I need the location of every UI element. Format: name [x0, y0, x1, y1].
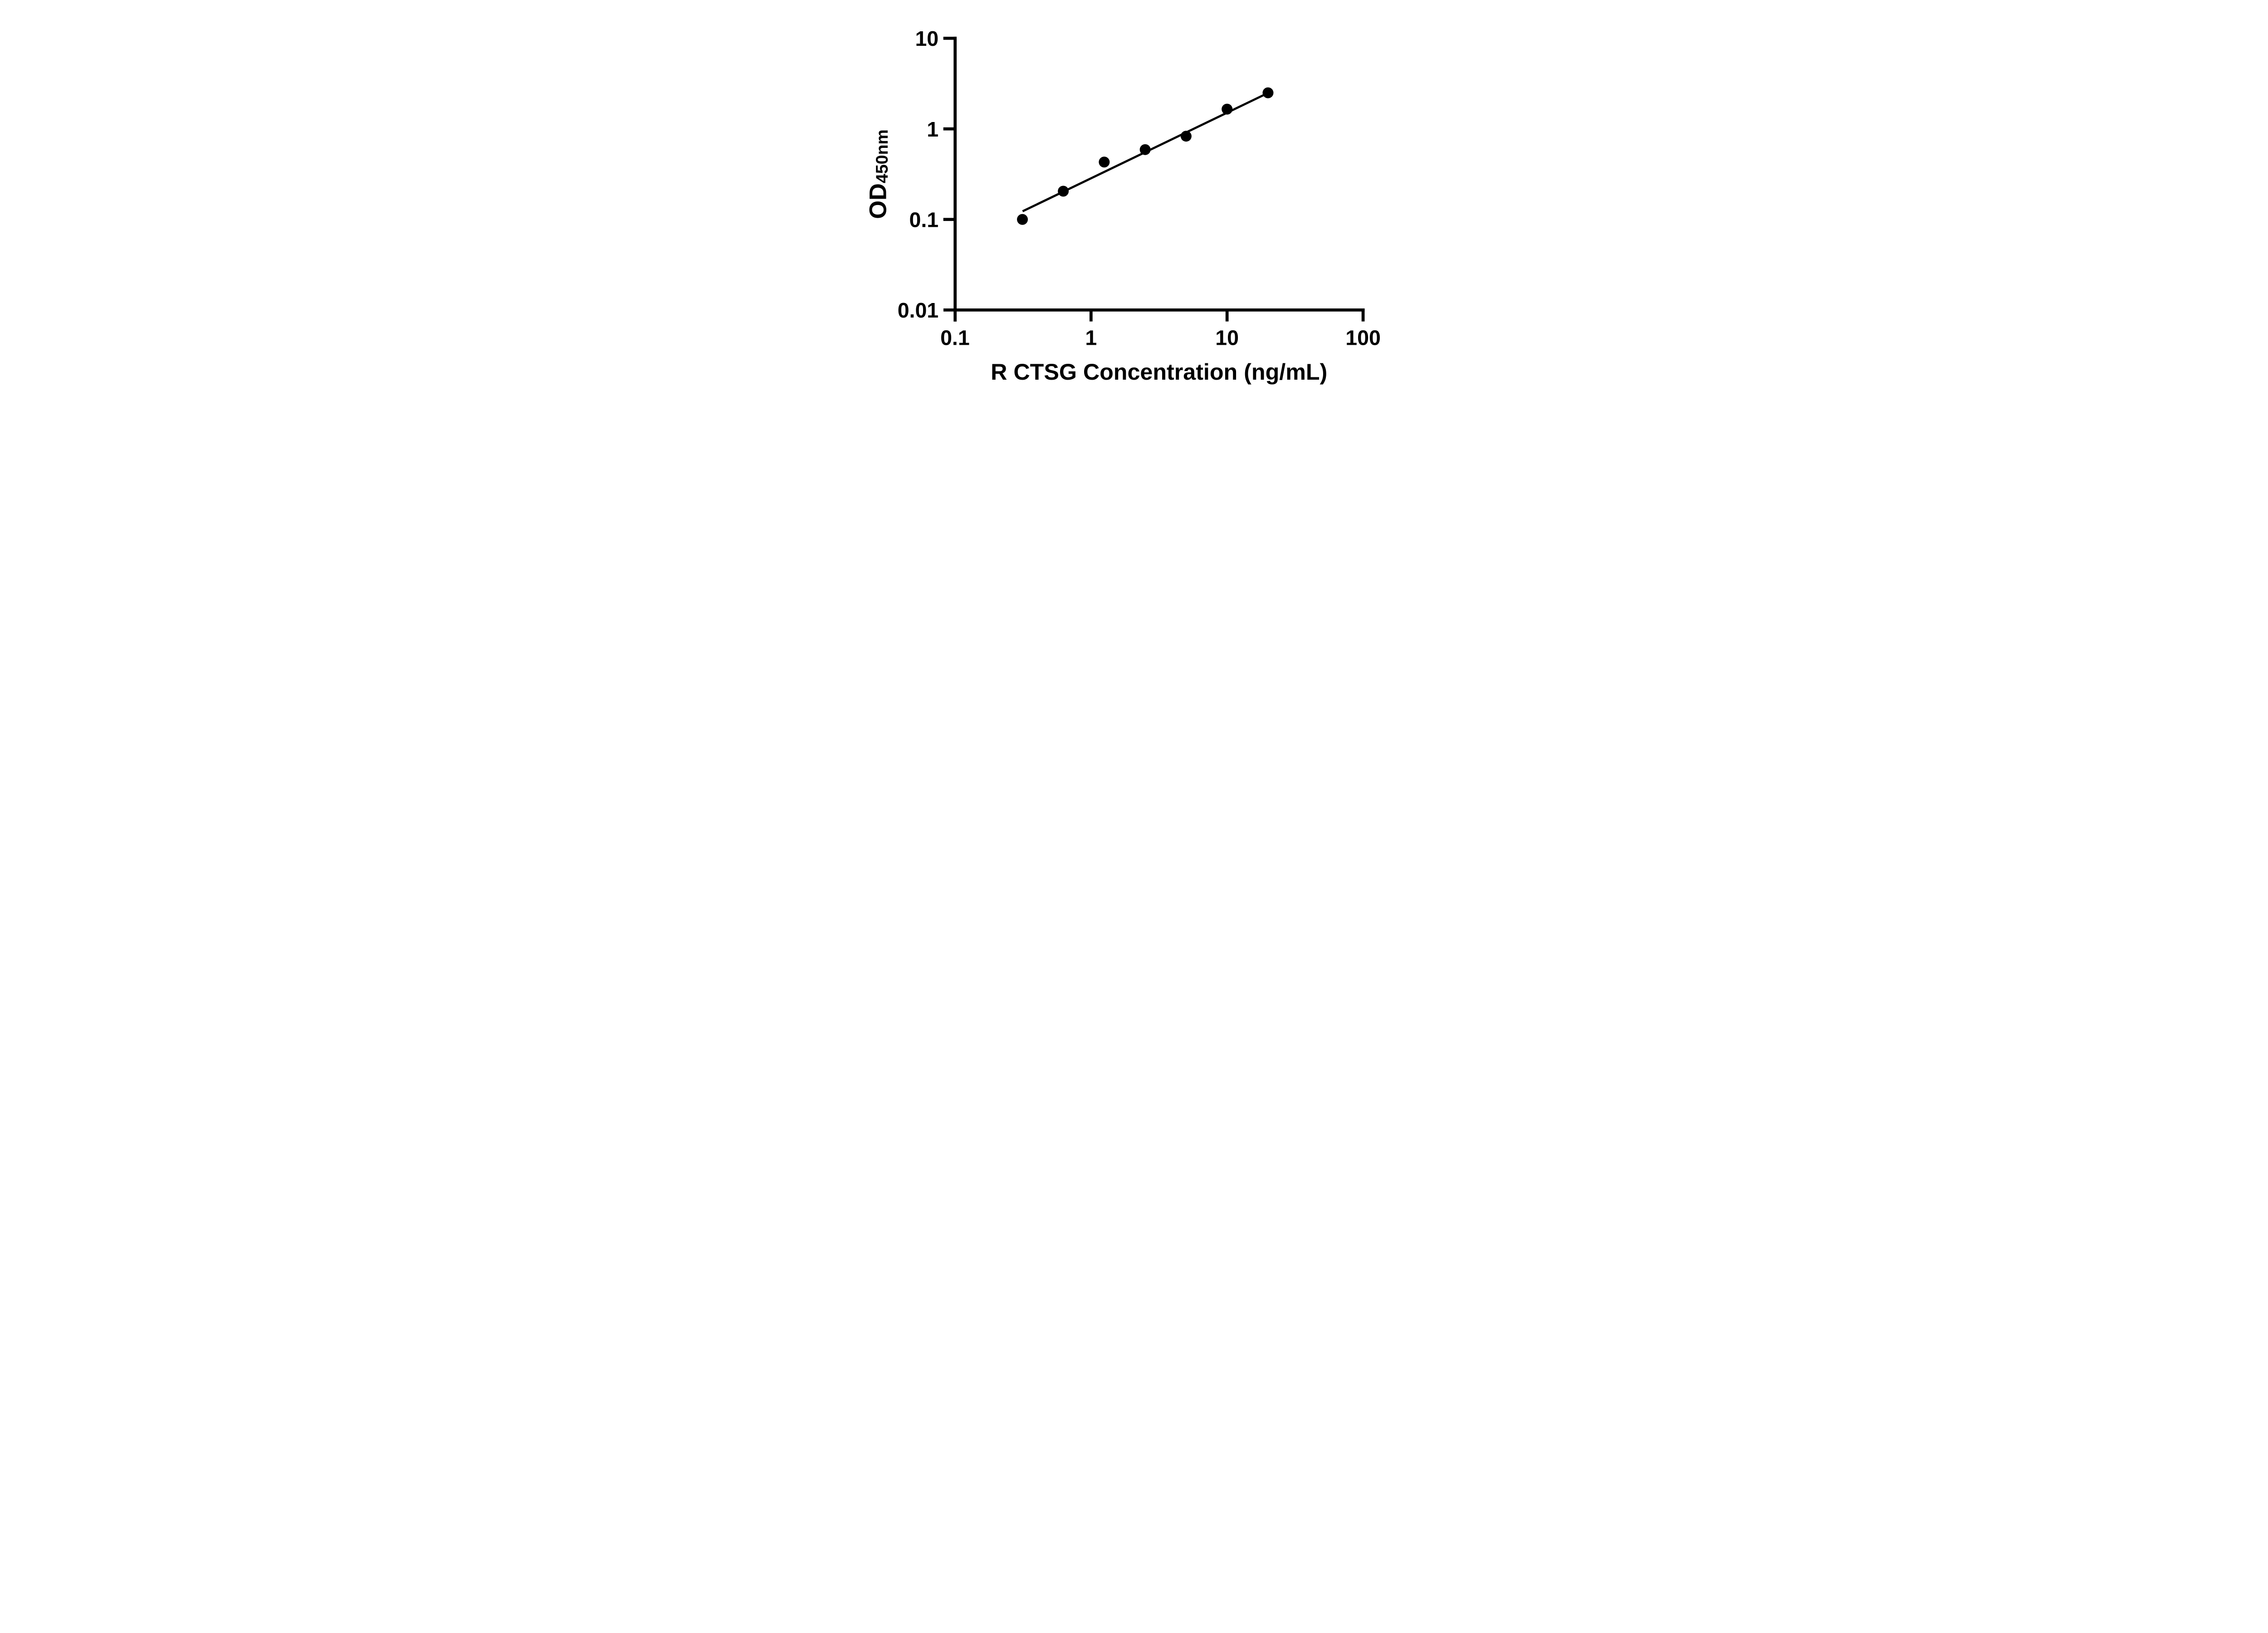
x-tick-label-10: 10 [1215, 326, 1239, 349]
data-point-3 [1139, 144, 1151, 155]
y-axis-title-subscript: 450nm [872, 129, 891, 183]
y-axis-title-main: OD [865, 183, 891, 219]
data-point-6 [1262, 87, 1273, 98]
y-tick-label-0.01: 0.01 [897, 298, 938, 322]
x-tick-label-100: 100 [1345, 326, 1381, 349]
data-point-5 [1221, 103, 1232, 115]
data-point-1 [1057, 186, 1069, 197]
data-point-2 [1098, 156, 1110, 168]
data-point-0 [1017, 214, 1028, 225]
y-tick-label-10: 10 [915, 27, 938, 50]
y-tick-label-0.1: 0.1 [909, 208, 938, 231]
x-tick-label-0.1: 0.1 [940, 326, 970, 349]
y-tick-label-1: 1 [927, 117, 938, 141]
x-tick-label-1: 1 [1085, 326, 1097, 349]
data-point-4 [1180, 131, 1192, 142]
y-axis-title: OD450nm [865, 129, 891, 219]
elisa-standard-curve-figure: 0.01 0.1 1 10 0.1 1 10 100 R CTSG Concentration … [842, 0, 1426, 408]
page: 0.01 0.1 1 10 0.1 1 10 100 R CTSG Concentration … [842, 0, 1426, 408]
x-axis-title: R CTSG Concentration (ng/mL) [991, 359, 1327, 385]
